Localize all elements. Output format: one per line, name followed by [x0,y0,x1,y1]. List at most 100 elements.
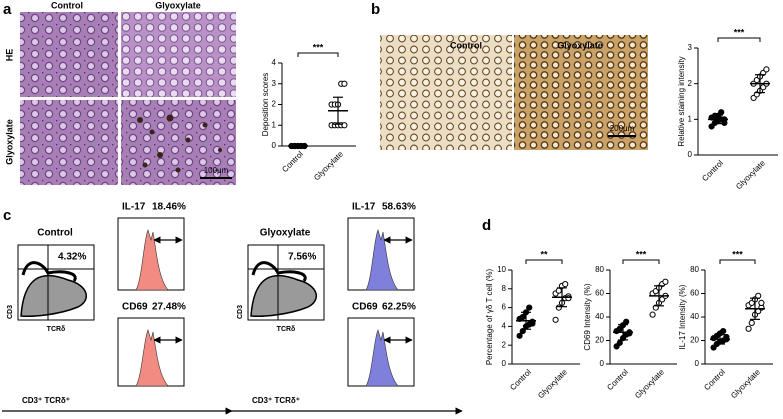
histogram-curve [135,229,169,291]
data-point [341,122,348,129]
significance-bracket [717,37,761,42]
y-tick-label: 10 [497,265,506,274]
data-point [745,325,752,332]
y-axis-label: Deposition scores [261,73,270,137]
y-tick-label: 8 [502,284,507,293]
histogram-marker: IL-17 [122,202,146,213]
data-point [526,304,533,311]
x-tick-label: Glyoxylate [312,149,345,182]
y-tick-label: 4 [502,322,507,331]
data-point [763,66,770,73]
y-tick-label: 1 [272,120,277,129]
data-point [529,320,536,327]
y-axis-label: CD3 [237,305,244,319]
y-tick-label: 20 [595,336,604,345]
x-tick-label: Control [700,158,725,183]
x-tick-label: Glyoxylate [633,367,666,400]
population-blob [250,274,318,317]
x-axis-label: TCRδ [47,326,66,333]
significance-label: ** [540,249,548,259]
panel-label: a [3,1,12,18]
data-point [720,328,727,335]
data-point [516,332,523,339]
y-axis-label: IL-17 Intensity (%) [678,284,687,349]
y-tick-label: 2 [688,79,693,88]
x-tick-label: Glyoxylate [734,158,767,191]
y-tick-label: 1 [688,114,693,123]
micrograph [380,35,512,150]
data-point [555,304,562,311]
population-blob [20,274,88,317]
y-tick-label: 0 [688,150,693,159]
y-tick-label: 0 [502,359,507,368]
data-point [519,313,526,321]
data-point [662,278,669,285]
data-point [552,316,559,323]
significance-bracket [297,52,339,57]
group-title: Glyoxylate [260,228,311,239]
x-tick-label: Control [605,367,630,392]
histogram-percent: 58.63% [382,202,416,213]
y-tick-label: 4 [272,58,277,67]
histogram-curve [365,229,399,291]
y-axis-label: CD3 [7,305,14,319]
significance-bracket [622,259,660,264]
histogram-marker: CD69 [352,302,378,313]
data-point [721,119,728,127]
panel-label: d [482,217,491,234]
x-tick-label: Control [702,367,727,392]
y-tick-label: 60 [690,289,699,298]
gate-percent: 7.56% [288,252,316,263]
micrograph [514,35,648,150]
x-axis-label: TCRδ [277,326,296,333]
data-point [718,109,725,116]
y-axis-label: Percentage of γδ T cell (%) [485,268,494,365]
micrograph [121,12,236,97]
y-tick-label: 0 [600,359,605,368]
data-point [758,299,765,306]
y-tick-label: 0 [272,141,277,150]
x-tick-label: Glyoxylate [729,367,762,400]
significance-bracket [525,259,563,264]
histogram-marker: IL-17 [352,202,376,213]
y-tick-label: 80 [690,265,699,274]
data-point [616,339,623,346]
x-tick-label: Control [508,367,533,392]
y-axis-label: Relative staining intensity [677,56,686,146]
panel-label: c [3,207,11,224]
significance-label: *** [732,249,743,259]
scale-bar-label: 200μm [610,124,635,133]
micrograph [20,100,118,185]
histogram-percent: 27.48% [152,302,186,313]
row-header: HE [4,49,14,62]
crystal-deposits [137,114,222,173]
gate-percent: 4.32% [58,252,86,263]
micrograph [20,12,118,97]
significance-label: *** [734,27,745,37]
histogram-percent: 18.46% [152,202,186,213]
column-header: Control [51,0,83,10]
y-tick-label: 80 [595,265,604,274]
population-label: CD3⁺ TCRδ⁺ [252,396,300,405]
y-tick-label: 6 [502,303,507,312]
population-label: CD3⁺ TCRδ⁺ [22,396,70,405]
y-tick-label: 3 [688,43,693,52]
significance-label: *** [313,42,324,52]
y-tick-label: 40 [690,312,699,321]
x-tick-label: Control [280,149,305,174]
data-point [555,287,562,294]
histogram-marker: CD69 [122,302,148,313]
data-point [565,295,572,302]
data-point [748,319,755,326]
y-tick-label: 3 [272,79,277,88]
histogram-curve [365,329,399,387]
histogram-curve [135,329,169,387]
data-point [649,311,656,318]
data-point [341,80,348,87]
y-tick-label: 60 [595,289,604,298]
data-point [562,281,569,288]
significance-bracket [719,259,756,264]
y-tick-label: 0 [695,359,700,368]
row-header: Glyoxylate [4,119,14,165]
